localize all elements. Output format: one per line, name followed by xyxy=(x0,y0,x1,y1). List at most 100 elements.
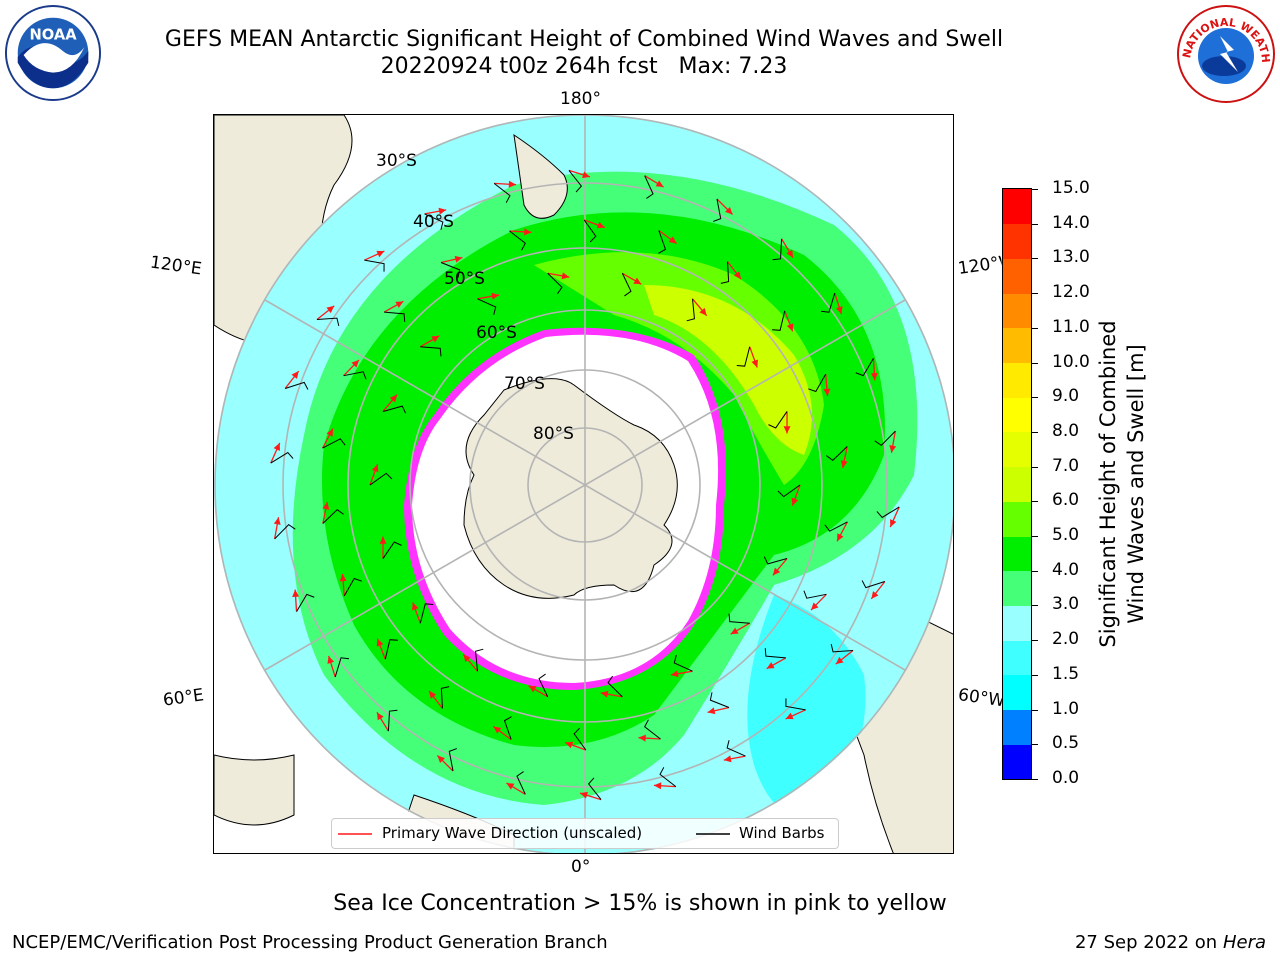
wave-arrow-head xyxy=(811,602,819,611)
wave-arrow-head xyxy=(840,460,848,468)
lon-label-60w: 60°W xyxy=(956,685,1004,711)
wave-arrow-head xyxy=(707,707,716,715)
wind-barb xyxy=(573,727,587,751)
wind-barb xyxy=(419,603,434,624)
wind-barb xyxy=(274,523,296,540)
colorbar-segment xyxy=(1003,709,1031,745)
wave-arrow-head xyxy=(699,307,707,316)
colorbar-tick-label: 15.0 xyxy=(1052,178,1090,198)
wave-arrow-head xyxy=(431,335,440,343)
wind-barb xyxy=(764,648,786,659)
wind-barb xyxy=(547,272,563,295)
wind-barb xyxy=(644,719,661,740)
wave-arrow-head xyxy=(889,445,897,453)
wave-arrow-head xyxy=(506,782,515,790)
wave-arrow-head xyxy=(561,272,570,280)
colorbar-tick-label: 6.0 xyxy=(1052,490,1080,511)
wind-barb xyxy=(713,198,722,222)
colorbar-tick-label: 1.5 xyxy=(1052,663,1080,684)
wave-arrow-head xyxy=(837,533,844,542)
wind-barb xyxy=(448,748,457,772)
wave-arrow-head xyxy=(322,502,330,510)
wind-barb xyxy=(343,371,367,380)
wind-barb xyxy=(516,771,526,795)
wind-barb xyxy=(440,262,461,278)
wave-arrow-head xyxy=(835,306,843,315)
wind-barb xyxy=(861,580,885,589)
colorbar-tick-mark xyxy=(1032,674,1038,676)
wind-barb xyxy=(509,230,526,251)
wind-barb xyxy=(768,411,788,429)
nws-logo-icon: NATIONAL WEATHER SERVICE xyxy=(1176,4,1275,103)
colorbar-segment xyxy=(1003,466,1031,502)
colorbar-segment xyxy=(1003,362,1031,398)
lon-label-180: 180° xyxy=(560,89,601,109)
lat-label-70s: 70°S xyxy=(504,374,545,394)
wind-barb xyxy=(587,777,602,800)
wind-barb xyxy=(322,438,346,449)
wind-barb xyxy=(538,673,549,697)
wind-barb xyxy=(785,698,806,711)
colorbar-label: Significant Height of Combined Wind Wave… xyxy=(1094,320,1150,647)
wave-arrow-head xyxy=(655,180,664,188)
wave-arrow-head xyxy=(633,277,642,285)
wave-arrow-head xyxy=(326,305,335,314)
wave-arrow-head xyxy=(653,782,662,790)
wind-barb xyxy=(772,310,786,331)
chart-title: GEFS MEAN Antarctic Significant Height o… xyxy=(164,27,1004,52)
colorbar-tick-mark xyxy=(1032,779,1038,780)
wave-arrow-head xyxy=(437,755,445,764)
wave-arrow-head xyxy=(766,662,775,669)
wave-arrow-head xyxy=(772,567,781,576)
wind-barb xyxy=(772,238,783,261)
wind-barb xyxy=(658,230,667,254)
colorbar-segment xyxy=(1003,501,1031,537)
wave-arrow-head xyxy=(668,236,677,244)
wind-barb xyxy=(343,577,362,597)
wave-arrow-head xyxy=(273,517,281,525)
wind-barb xyxy=(763,556,788,565)
lat-label-50s: 50°S xyxy=(444,269,485,289)
colorbar-segment xyxy=(1003,431,1031,468)
colorbar-label-line2: Wind Waves and Swell [m] xyxy=(1124,344,1148,624)
wind-barb xyxy=(316,317,340,327)
wave-arrow-head xyxy=(751,359,759,368)
colorbar-segment xyxy=(1003,744,1031,780)
colorbar-tick-mark xyxy=(1032,327,1038,329)
colorbar-segment xyxy=(1003,327,1031,364)
colorbar-tick-label: 1.0 xyxy=(1052,698,1080,719)
colorbar-tick-label: 8.0 xyxy=(1052,420,1080,441)
wave-direction-arrows xyxy=(270,169,900,801)
wind-barb xyxy=(440,686,450,709)
wave-arrow-head xyxy=(870,372,878,381)
sea-ice-note: Sea Ice Concentration > 15% is shown in … xyxy=(333,891,947,916)
wave-arrow-head xyxy=(371,464,379,473)
wave-arrow-head xyxy=(670,670,679,678)
wave-arrow-head xyxy=(389,394,398,403)
wind-barb xyxy=(659,767,677,788)
colorbar xyxy=(1002,188,1032,780)
wave-direction-legend-swatch xyxy=(338,833,372,835)
wave-arrow-head xyxy=(463,654,471,663)
lon-label-120e: 120°E xyxy=(148,252,203,280)
colorbar-tick-mark xyxy=(1032,258,1038,260)
wave-arrow-head xyxy=(273,442,280,451)
wind-barb xyxy=(477,298,497,315)
wind-barbs-legend-label: Wind Barbs xyxy=(739,824,825,842)
wave-arrow-head xyxy=(292,589,300,598)
wave-arrow-head xyxy=(379,536,387,544)
colorbar-tick-mark xyxy=(1032,501,1038,503)
wind-barb xyxy=(824,521,848,532)
wave-arrow-head xyxy=(528,685,537,693)
colorbar-tick-mark xyxy=(1032,293,1038,295)
wave-arrow-head xyxy=(339,573,347,582)
wave-arrow-head xyxy=(725,206,733,215)
wind-barb xyxy=(420,346,442,357)
wind-barb xyxy=(686,298,695,322)
wind-barb xyxy=(874,430,896,447)
wind-barb xyxy=(736,346,751,367)
colorbar-segment xyxy=(1003,223,1031,259)
polar-map xyxy=(213,114,954,854)
wind-barb xyxy=(621,273,632,297)
colorbar-tick-mark xyxy=(1032,189,1038,190)
